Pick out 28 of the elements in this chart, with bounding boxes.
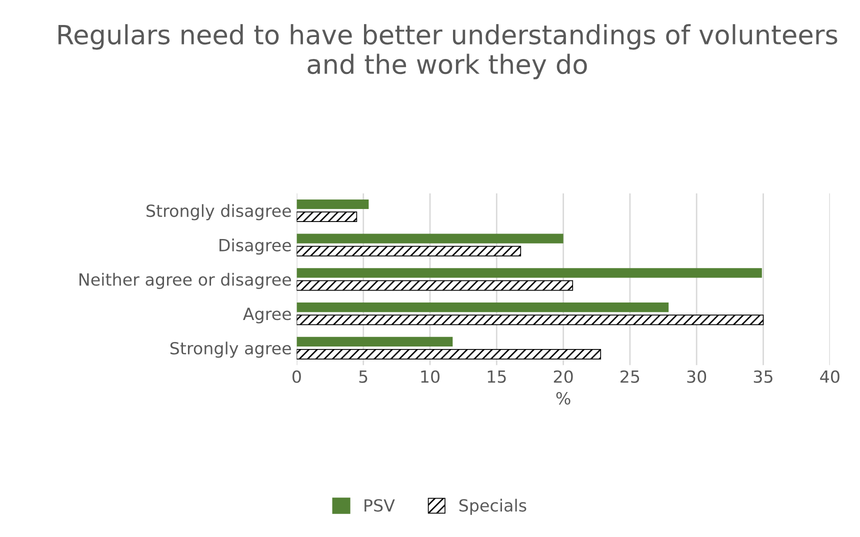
bar (296, 234, 564, 244)
x-tick-label: 0 (292, 370, 301, 383)
y-tick-label: Strongly agree (170, 342, 291, 358)
bar (296, 268, 762, 278)
bar (296, 246, 522, 256)
x-tick-label: 25 (620, 370, 640, 383)
x-tick-label: 40 (820, 370, 840, 383)
x-tick-label: 5 (359, 370, 368, 383)
x-tick-label: 15 (488, 370, 506, 383)
bar (296, 336, 453, 347)
x-tick-label: 30 (687, 370, 706, 383)
bar (296, 314, 764, 326)
chart-title: Regulars need to have better understandings of volunteers and the work they do (58, 24, 838, 80)
x-axis-title: % (556, 392, 570, 405)
y-tick-label: Neither agree or disagree (80, 272, 291, 290)
bar (296, 302, 669, 312)
bar (296, 212, 358, 222)
legend-label: PSV (364, 499, 395, 512)
legend-label: Specials (459, 498, 526, 515)
bar (296, 199, 369, 210)
y-tick-label: Agree (243, 308, 291, 324)
bar (296, 280, 574, 291)
x-tick-label: 20 (554, 370, 573, 383)
x-tick-label: 10 (421, 370, 440, 383)
y-tick-label: Strongly disagree (146, 204, 291, 220)
y-tick-label: Disagree (220, 238, 291, 255)
x-tick-label: 35 (754, 370, 772, 383)
bar (296, 349, 602, 360)
